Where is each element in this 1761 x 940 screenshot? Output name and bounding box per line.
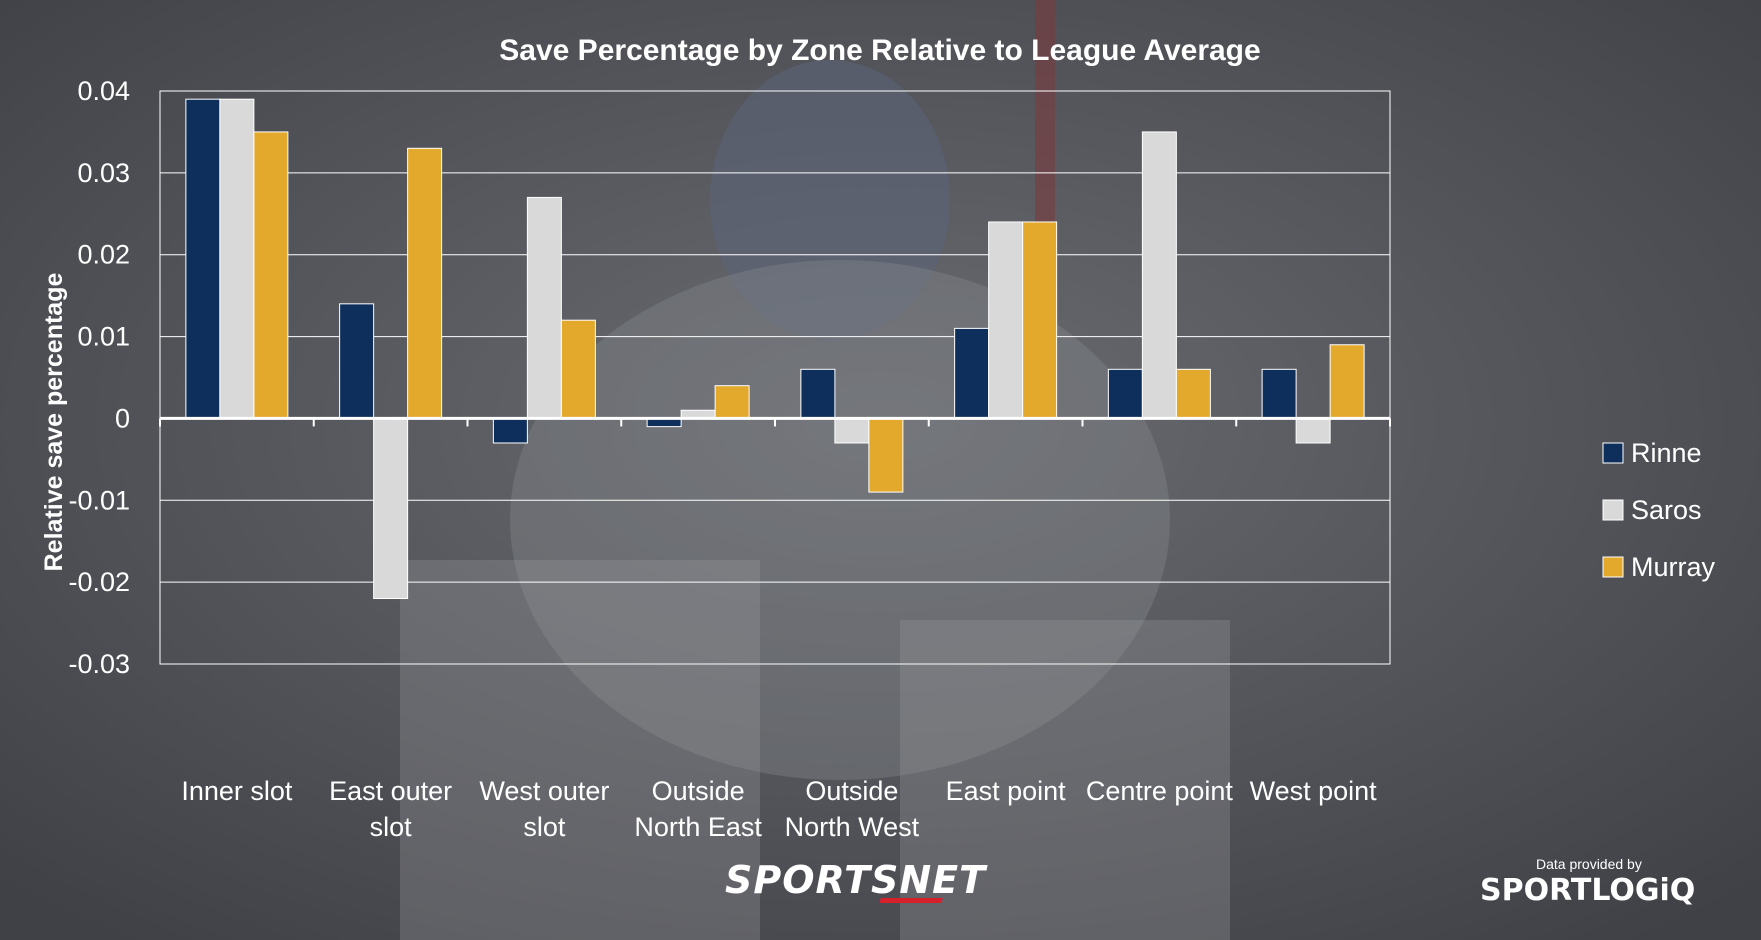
bar-murray <box>1175 368 1211 419</box>
bar-murray <box>253 131 289 419</box>
bar-saros <box>219 98 255 419</box>
x-category-label: Outside North West <box>785 776 920 842</box>
x-category-label: East point <box>946 776 1067 806</box>
bar-rinne <box>492 417 528 444</box>
category-labels: Inner slot East outer slot West outer slot Ou… <box>181 776 1377 842</box>
sportsnet-logo-stripe <box>879 898 943 903</box>
y-axis-ticks: 0.04 0.03 0.02 0.01 0 -0.01 -0.02 -0.03 <box>68 76 130 679</box>
bar-rinne <box>339 303 375 419</box>
x-category-label: West outer slot <box>479 776 609 842</box>
y-tick-label: -0.03 <box>68 649 130 679</box>
y-tick-label: 0.03 <box>77 158 130 188</box>
sportlogiq-logo: SPORTLOGiQ <box>1480 873 1696 908</box>
y-tick-label: -0.01 <box>68 485 130 515</box>
x-category-label: East outer slot <box>329 776 452 842</box>
x-category-label: Outside North East <box>634 776 762 842</box>
y-tick-label: 0.01 <box>77 322 130 352</box>
bar-saros <box>1295 417 1331 444</box>
bar-saros <box>834 417 870 444</box>
bar-rinne <box>1107 368 1143 419</box>
bar-murray <box>407 147 443 419</box>
legend-swatch-saros <box>1602 499 1624 521</box>
bar-rinne <box>185 98 221 419</box>
bar-saros <box>1141 131 1177 419</box>
legend: Rinne Saros Murray <box>1602 438 1716 582</box>
y-tick-label: 0.02 <box>77 240 130 270</box>
legend-label-murray: Murray <box>1631 552 1716 582</box>
bar-saros <box>988 221 1024 419</box>
bar-murray <box>1329 344 1365 419</box>
bar-murray <box>714 385 750 419</box>
legend-swatch-rinne <box>1602 442 1624 464</box>
chart-title: Save Percentage by Zone Relative to Leag… <box>499 34 1260 67</box>
bars <box>185 98 1365 600</box>
x-category-label: West point <box>1250 776 1378 806</box>
bar-murray <box>868 417 904 493</box>
y-tick-label: -0.02 <box>68 567 130 597</box>
x-category-label: Inner slot <box>181 776 293 806</box>
bar-saros <box>526 196 562 419</box>
legend-label-rinne: Rinne <box>1631 438 1702 468</box>
y-axis-label: Relative save percentage <box>40 273 68 572</box>
data-provided-by-text: Data provided by <box>1536 856 1642 872</box>
legend-swatch-murray <box>1602 556 1624 578</box>
bar-rinne <box>800 368 836 419</box>
y-tick-label: 0.04 <box>77 76 130 106</box>
bar-saros <box>373 417 409 600</box>
bar-murray <box>560 319 596 419</box>
x-category-label: Centre point <box>1086 776 1234 806</box>
bar-rinne <box>1261 368 1297 419</box>
legend-label-saros: Saros <box>1631 495 1702 525</box>
bar-murray <box>1022 221 1058 419</box>
y-tick-label: 0 <box>115 403 130 433</box>
bar-rinne <box>954 327 990 419</box>
x-axis <box>159 416 1391 427</box>
sportsnet-logo: SPORTSNET <box>725 858 987 902</box>
